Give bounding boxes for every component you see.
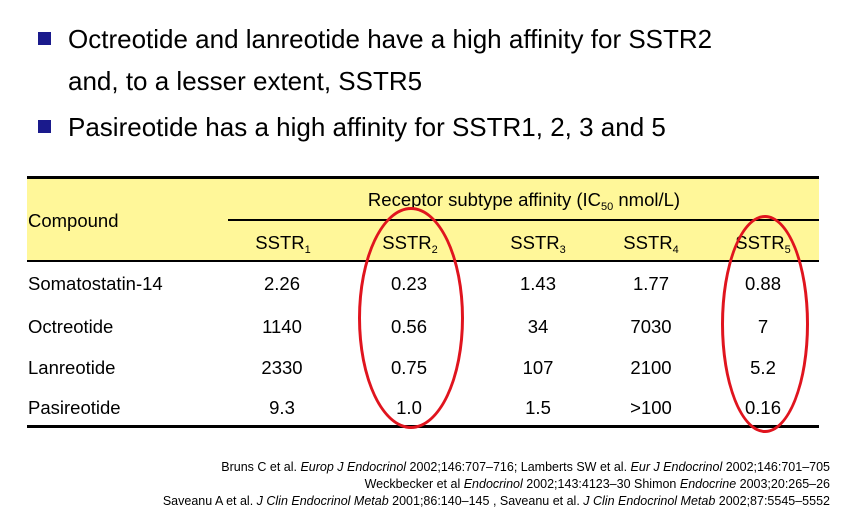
sstr2-highlight-ellipse bbox=[358, 207, 464, 429]
reference-line-2: Weckbecker et al Endocrinol 2002;143:412… bbox=[364, 477, 830, 491]
table-cell: 1.5 bbox=[525, 397, 551, 418]
table-cell: 2.26 bbox=[263, 273, 301, 294]
bullet-item-1: Octreotide and lanreotide have a high af… bbox=[38, 18, 838, 102]
column-header-sstr3: SSTR3 bbox=[510, 232, 566, 256]
table-cell: 107 bbox=[522, 357, 554, 378]
reference-line-3: Saveanu A et al. J Clin Endocrinol Metab… bbox=[162, 494, 830, 508]
row-compound: Lanreotide bbox=[28, 357, 116, 378]
bullet-1-line-2: and, to a lesser extent, SSTR5 bbox=[68, 66, 423, 96]
bullet-2-line-1: Pasireotide has a high affinity for SSTR… bbox=[68, 112, 666, 142]
table-top-rule bbox=[27, 176, 819, 179]
table-bottom-rule bbox=[27, 425, 819, 428]
column-header-sstr4: SSTR4 bbox=[623, 232, 679, 256]
table-cell: 9.3 bbox=[269, 397, 295, 418]
row-compound: Somatostatin-14 bbox=[28, 273, 163, 294]
table-cell: 34 bbox=[527, 316, 549, 337]
table-cell: >100 bbox=[630, 397, 672, 418]
bullet-square-icon bbox=[38, 32, 51, 45]
bullet-1-line-1: Octreotide and lanreotide have a high af… bbox=[68, 24, 713, 54]
row-compound: Pasireotide bbox=[28, 397, 121, 418]
table-cell: 1140 bbox=[262, 316, 302, 337]
table-cell: 1.77 bbox=[632, 273, 670, 294]
bullet-square-icon bbox=[38, 120, 51, 133]
column-header-sstr1: SSTR1 bbox=[255, 232, 311, 256]
table-cell: 7030 bbox=[630, 316, 672, 337]
table-mid-rule bbox=[228, 219, 819, 221]
table-cell: 2100 bbox=[630, 357, 672, 378]
references: Bruns C et al. Europ J Endocrinol 2002;1… bbox=[163, 459, 830, 510]
row-compound: Octreotide bbox=[28, 316, 114, 337]
table-cell: 2330 bbox=[261, 357, 303, 378]
reference-line-1: Bruns C et al. Europ J Endocrinol 2002;1… bbox=[221, 460, 830, 474]
affinity-header: Receptor subtype affinity (IC50 nmol/L) bbox=[367, 189, 681, 213]
bullet-item-2: Pasireotide has a high affinity for SSTR… bbox=[38, 106, 838, 148]
bullet-list: Octreotide and lanreotide have a high af… bbox=[38, 18, 838, 148]
compound-header: Compound bbox=[28, 210, 119, 231]
table-cell: 1.43 bbox=[519, 273, 557, 294]
sstr5-highlight-ellipse bbox=[721, 215, 809, 433]
